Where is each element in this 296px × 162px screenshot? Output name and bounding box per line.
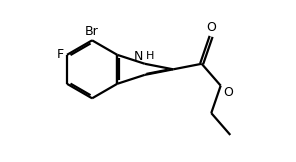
Text: N: N bbox=[134, 50, 143, 63]
Text: Br: Br bbox=[85, 25, 99, 38]
Text: O: O bbox=[223, 87, 233, 99]
Text: H: H bbox=[146, 52, 155, 61]
Text: F: F bbox=[57, 48, 64, 61]
Text: O: O bbox=[206, 21, 216, 34]
